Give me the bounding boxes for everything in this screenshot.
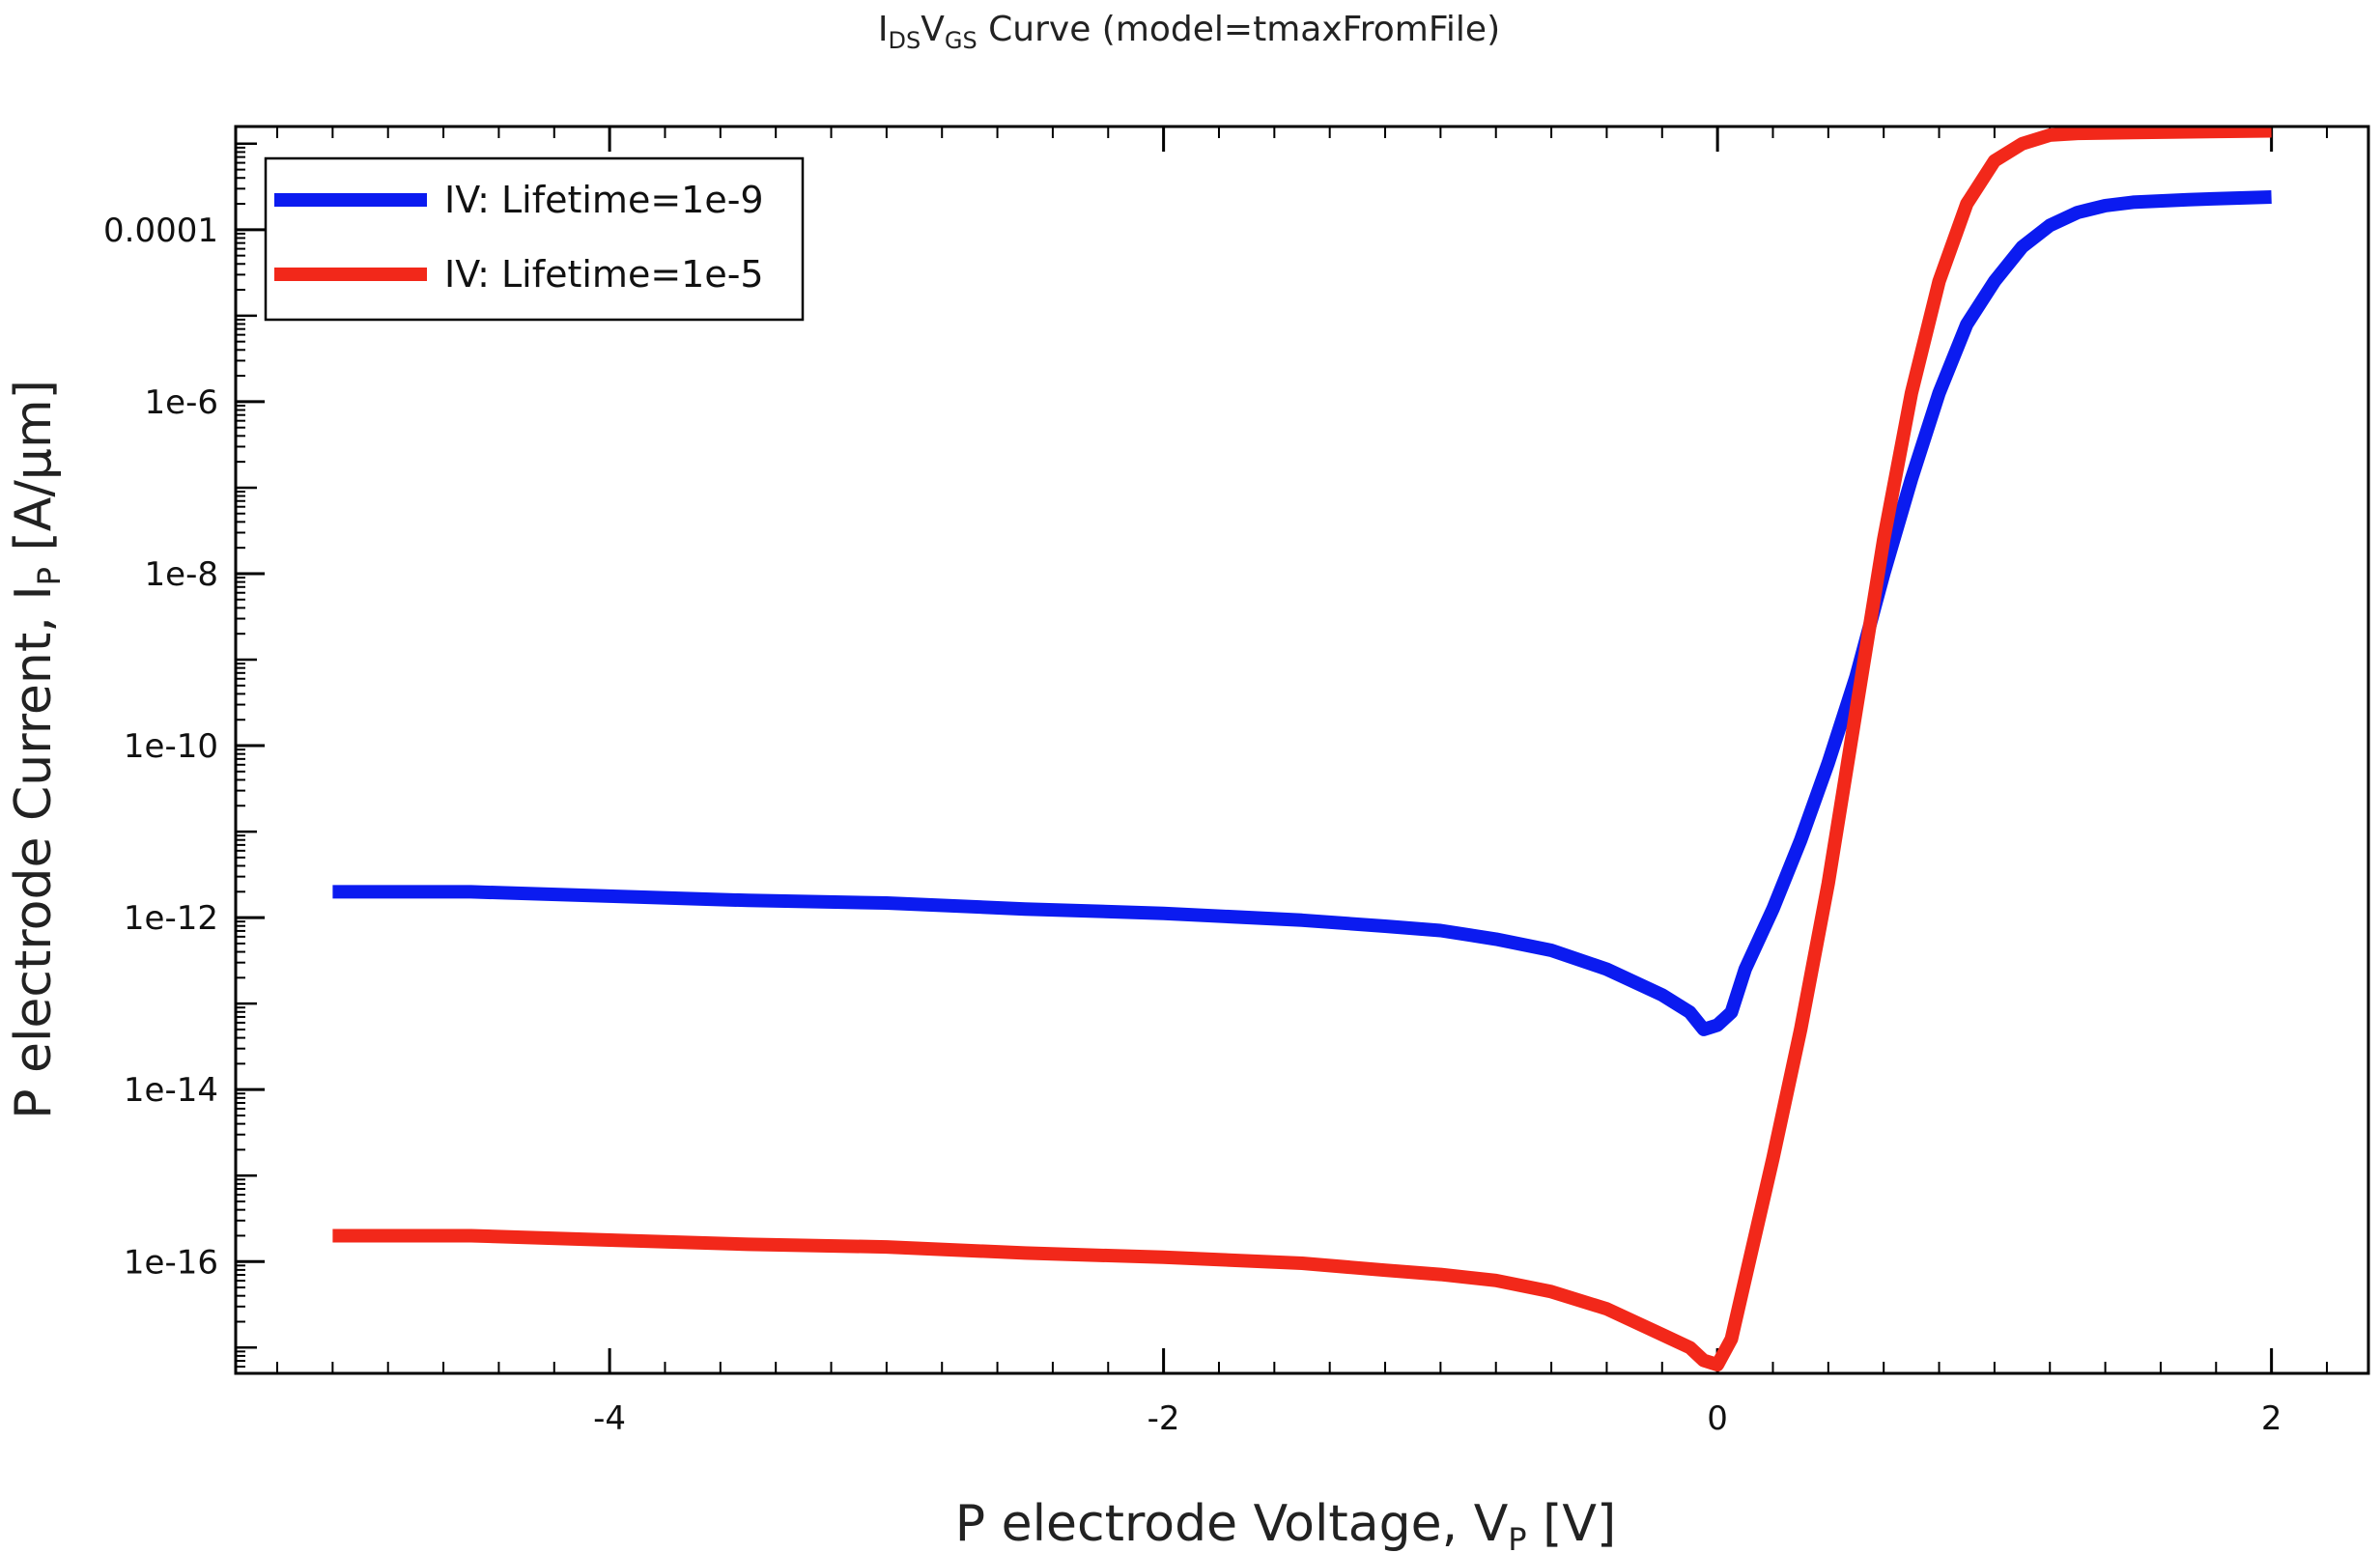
series-line-lifetime-1e-5 xyxy=(332,127,2272,1372)
series-group xyxy=(332,127,2272,1372)
y-axis-title: P electrode Current, IP [A/µm] xyxy=(5,380,68,1119)
x-axis-title-main: P electrode Voltage, V xyxy=(955,1495,1509,1553)
series-line-lifetime-1e-9 xyxy=(332,190,2272,1036)
y-tick-label: 1e-6 xyxy=(145,383,218,422)
x-tick-label: -2 xyxy=(1148,1399,1180,1438)
y-axis-title-main: P electrode Current, I xyxy=(5,585,63,1119)
legend-box xyxy=(264,156,805,322)
legend-label-lifetime-1e-5: IV: Lifetime=1e-5 xyxy=(444,253,764,296)
chart-title: IDSVGS Curve (model=tmaxFromFile) xyxy=(878,10,1500,54)
y-tick-label: 1e-16 xyxy=(124,1243,218,1282)
y-tick-label: 1e-14 xyxy=(124,1071,218,1110)
x-axis-ticks: -4 -2 0 2 xyxy=(593,127,2281,1438)
plot-frame xyxy=(234,125,2370,1375)
y-axis-title-sub: P xyxy=(31,567,68,585)
minor-ticks xyxy=(236,127,2328,1373)
x-tick-label: 0 xyxy=(1707,1399,1728,1438)
y-tick-label: 1e-10 xyxy=(124,727,218,766)
title-i-sub: DS xyxy=(888,27,921,54)
x-tick-label: 2 xyxy=(2261,1399,2282,1438)
y-tick-label: 1e-8 xyxy=(145,555,218,594)
x-tick-label: -4 xyxy=(593,1399,626,1438)
y-axis-title-unit: [A/µm] xyxy=(5,380,63,567)
y-tick-label: 1e-12 xyxy=(124,899,218,938)
title-v: V xyxy=(921,10,945,49)
x-axis-title: P electrode Voltage, VP [V] xyxy=(955,1495,1617,1553)
title-rest: Curve (model=tmaxFromFile) xyxy=(978,10,1500,49)
y-axis-ticks: 0.0001 1e-6 1e-8 1e-10 1e-12 1e-14 1e-16 xyxy=(103,212,265,1282)
y-tick-label: 0.0001 xyxy=(103,212,218,250)
title-v-sub: GS xyxy=(945,27,978,54)
x-axis-title-unit: [V] xyxy=(1527,1495,1617,1553)
title-i: I xyxy=(878,10,889,49)
plot-area xyxy=(234,125,2370,1375)
legend-label-lifetime-1e-9: IV: Lifetime=1e-9 xyxy=(444,179,764,221)
legend: IV: Lifetime=1e-9 IV: Lifetime=1e-5 xyxy=(264,156,805,322)
x-axis-title-sub: P xyxy=(1508,1521,1526,1553)
